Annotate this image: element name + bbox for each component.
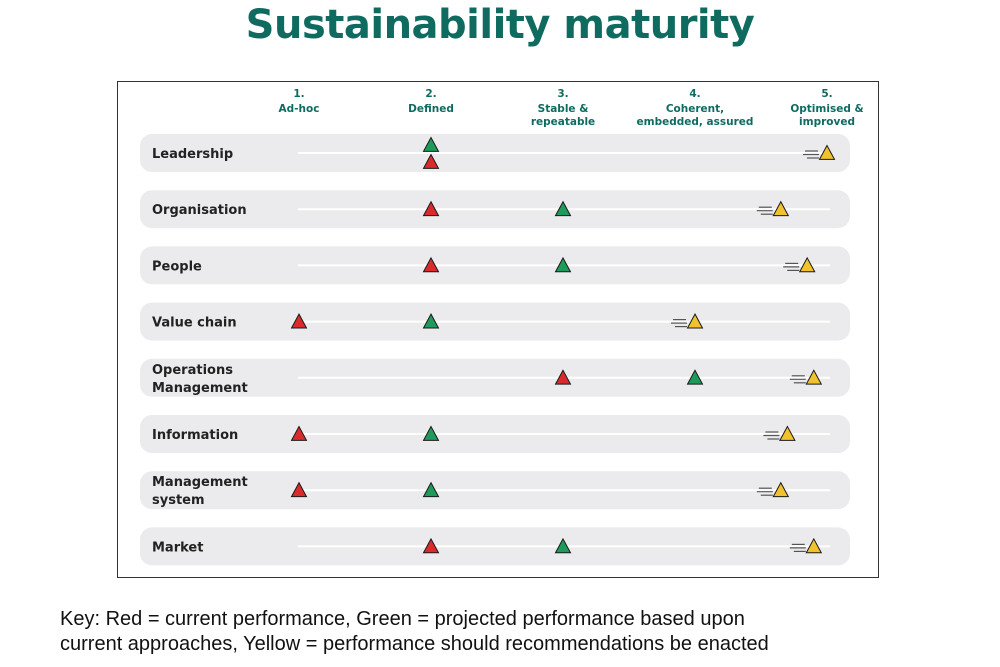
level-name: improved: [799, 116, 855, 128]
red-marker: [422, 256, 440, 273]
level-header-1: 1. Ad-hoc: [279, 88, 320, 115]
yellow-marker: [805, 537, 823, 554]
red-marker: [290, 425, 308, 441]
level-name: embedded, assured: [637, 116, 754, 128]
key-line-2: current approaches, Yellow = performance…: [60, 633, 769, 655]
level-header-5: 5. Optimised &improved: [790, 88, 863, 128]
red-marker: [290, 481, 308, 498]
maturity-row: Organisation: [140, 190, 850, 229]
page-title: Sustainability maturity: [245, 2, 755, 48]
row-label: Management: [152, 381, 248, 396]
level-name: repeatable: [531, 116, 595, 128]
red-marker: [422, 537, 440, 554]
yellow-marker: [818, 144, 836, 160]
maturity-chart: 1. Ad-hoc 2. Defined 3. Stable &repeatable 4. C…: [140, 88, 864, 566]
level-number: 1.: [293, 88, 304, 100]
level-number: 3.: [557, 88, 568, 100]
yellow-marker: [798, 256, 816, 273]
level-header-4: 4. Coherent,embedded, assured: [637, 88, 754, 128]
level-name: Coherent,: [666, 103, 724, 115]
green-marker: [686, 369, 704, 385]
green-marker: [554, 200, 572, 217]
level-number: 2.: [425, 88, 436, 100]
row-label: Management: [152, 475, 248, 490]
yellow-marker: [772, 200, 790, 217]
maturity-row: Leadership: [140, 134, 850, 172]
row-label: Value chain: [152, 316, 237, 331]
level-name: Ad-hoc: [279, 103, 320, 115]
level-header-3: 3. Stable &repeatable: [531, 88, 595, 128]
row-label: Operations: [152, 363, 233, 378]
row-label: Organisation: [152, 203, 247, 218]
yellow-marker: [686, 313, 704, 329]
row-label: Market: [152, 540, 203, 555]
maturity-row: Information: [140, 415, 850, 453]
green-marker: [422, 136, 440, 152]
yellow-marker: [805, 369, 823, 385]
green-marker: [422, 481, 440, 498]
yellow-marker: [772, 481, 790, 498]
row-label: Information: [152, 428, 238, 443]
maturity-row: Operations Management: [140, 358, 850, 397]
green-marker: [422, 313, 440, 329]
green-marker: [554, 537, 572, 554]
red-marker: [422, 153, 440, 169]
red-marker: [290, 313, 308, 329]
level-header-2: 2. Defined: [408, 88, 454, 115]
maturity-chart-frame: 1. Ad-hoc 2. Defined 3. Stable & repeatable 4. C…: [117, 81, 879, 578]
level-number: 4.: [689, 88, 700, 100]
maturity-row: Value chain: [140, 302, 850, 341]
maturity-row: Market: [140, 527, 850, 566]
yellow-marker: [779, 425, 796, 441]
red-marker: [554, 369, 572, 385]
maturity-row: Management system: [140, 471, 850, 510]
green-marker: [554, 256, 572, 273]
level-name: Defined: [408, 103, 454, 115]
green-marker: [422, 425, 440, 441]
chart-key: Key: Red = current performance, Green = …: [60, 607, 960, 657]
level-number: 5.: [821, 88, 832, 100]
level-name: Stable &: [538, 103, 589, 115]
row-label: Leadership: [152, 147, 233, 162]
key-line-1: Key: Red = current performance, Green = …: [60, 608, 745, 630]
row-label: system: [152, 493, 205, 508]
red-marker: [422, 200, 440, 217]
maturity-row: People: [140, 246, 850, 285]
row-label: People: [152, 259, 202, 274]
level-name: Optimised &: [790, 103, 863, 115]
